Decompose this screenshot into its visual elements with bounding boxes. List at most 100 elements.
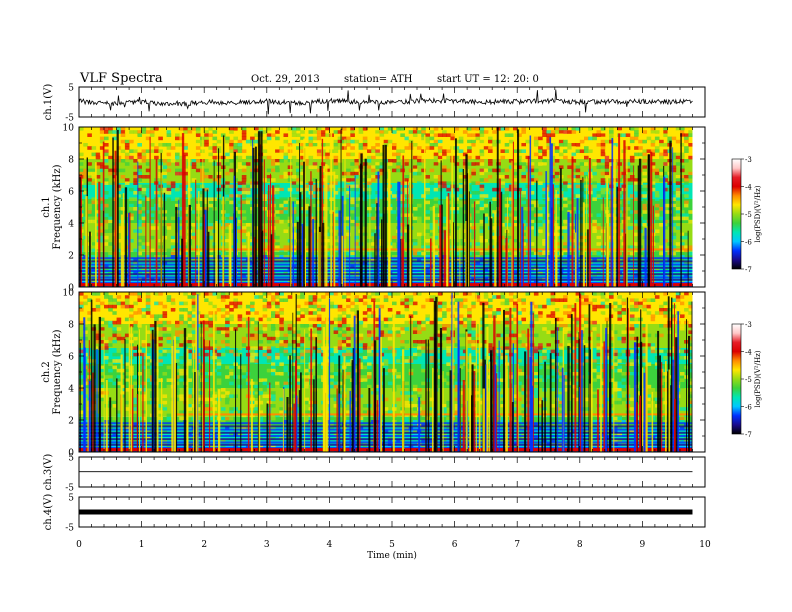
spectrogram-cell	[504, 133, 510, 137]
spectrogram-cell	[104, 178, 109, 182]
spectrogram-cell	[437, 175, 443, 179]
spectrogram-cell	[283, 171, 289, 176]
spectrogram-cell	[508, 184, 514, 189]
spectrogram-cell	[471, 133, 476, 137]
spectrogram-cell	[308, 317, 314, 322]
spectrogram-cell	[563, 245, 568, 249]
spectrogram-cell	[108, 127, 113, 131]
spectrogram-cell	[104, 130, 109, 134]
spectrogram-cell	[166, 336, 172, 341]
spectrogram-cell	[592, 219, 597, 224]
spectrogram-cell	[575, 333, 581, 338]
spectrogram-cell	[408, 143, 414, 147]
spectrogram-cell	[291, 327, 297, 331]
spectrogram-cell	[291, 330, 297, 334]
spectrogram-cell	[659, 245, 664, 249]
spectrogram-cell	[467, 340, 472, 344]
spectrogram-cell	[479, 152, 485, 157]
spectrogram-cell	[442, 336, 447, 341]
spectrogram-cell	[337, 346, 343, 350]
spectrogram-cell	[600, 178, 606, 182]
spectrogram-cell	[454, 200, 460, 205]
spectrogram-cell	[200, 191, 205, 195]
spectrogram-cell	[412, 207, 418, 211]
spectrogram-cell	[145, 149, 151, 153]
spectrogram-cell	[654, 130, 660, 134]
spectrogram-cell	[371, 261, 376, 265]
spectrogram-cell	[659, 301, 664, 306]
sferic-streak	[616, 186, 619, 287]
spectrogram-cell	[483, 340, 489, 344]
spectrogram-cell	[513, 223, 518, 227]
spectrogram-cell	[195, 184, 201, 189]
spectrogram-cell	[149, 226, 155, 230]
spectrogram-cell	[609, 162, 614, 166]
spectrogram-cell	[629, 336, 635, 341]
spectrogram-cell	[675, 194, 681, 198]
spectrogram-cell	[596, 336, 602, 341]
spectrogram-cell	[308, 165, 314, 169]
spectrogram-cell	[229, 194, 234, 198]
spectrogram-cell	[675, 159, 681, 163]
spectrogram-cell	[675, 267, 681, 272]
spectrogram-cell	[563, 271, 568, 275]
spectrogram-cell	[104, 267, 109, 272]
spectrogram-cell	[638, 139, 643, 144]
spectrogram-cell	[483, 136, 489, 141]
spectrogram-cell	[579, 255, 585, 259]
spectrogram-cell	[133, 229, 138, 233]
spectrogram-cell	[558, 143, 564, 147]
spectrogram-cell	[454, 258, 460, 262]
spectrogram-cell	[496, 324, 501, 328]
spectrogram-cell	[245, 155, 251, 160]
spectrogram-cell	[675, 295, 681, 299]
spectrogram-cell	[634, 127, 639, 131]
spectrogram-cell	[133, 130, 138, 134]
spectrogram-cell	[479, 235, 485, 240]
spectrogram-cell	[245, 162, 251, 166]
spectrogram-cell	[120, 184, 126, 189]
spectrogram-cell	[237, 146, 243, 150]
spectrogram-cell	[133, 336, 138, 341]
spectrogram-cell	[220, 340, 226, 344]
spectrogram-cell	[133, 181, 138, 185]
spectrogram-cell	[479, 127, 485, 131]
sferic-streak	[319, 232, 321, 287]
spectrogram-cell	[145, 301, 151, 306]
spectrogram-cell	[362, 324, 368, 328]
spectrogram-cell	[396, 149, 401, 153]
spectrogram-cell	[671, 235, 677, 240]
spectrogram-cell	[354, 308, 359, 312]
spectrogram-cell	[108, 304, 113, 309]
spectrogram-cell	[542, 200, 547, 205]
spectrogram-cell	[600, 127, 606, 131]
spectrogram-cell	[671, 168, 677, 173]
spectrogram-cell	[421, 194, 426, 198]
spectrogram-cell	[654, 171, 660, 176]
spectrogram-cell	[625, 216, 631, 221]
spectrogram-cell	[659, 308, 664, 312]
spectrogram-cell	[337, 146, 343, 150]
spectrogram-cell	[684, 261, 689, 265]
spectrogram-cell	[680, 168, 685, 173]
spectrogram-cell	[337, 139, 343, 144]
spectrogram-cell	[112, 298, 117, 302]
spectrogram-cell	[325, 130, 330, 134]
spectrogram-cell	[116, 311, 122, 315]
spectrogram-cell	[554, 194, 560, 198]
spectrogram-cell	[596, 143, 602, 147]
spectrogram-cell	[442, 343, 447, 347]
spectrogram-cell	[91, 165, 97, 169]
spectrogram-cell	[95, 155, 101, 160]
spectrogram-cell	[533, 292, 539, 296]
spectrogram-cell	[175, 292, 180, 296]
spectrogram-cell	[475, 298, 481, 302]
spectrogram-cell	[638, 136, 643, 141]
sferic-streak	[610, 166, 612, 287]
spectrogram-cell	[379, 162, 385, 166]
spectrogram-cell	[225, 343, 230, 347]
spectrogram-cell	[492, 311, 497, 315]
spectrogram-cell	[437, 317, 443, 322]
spectrogram-cell	[262, 248, 268, 253]
spectrogram-cell	[108, 336, 113, 341]
